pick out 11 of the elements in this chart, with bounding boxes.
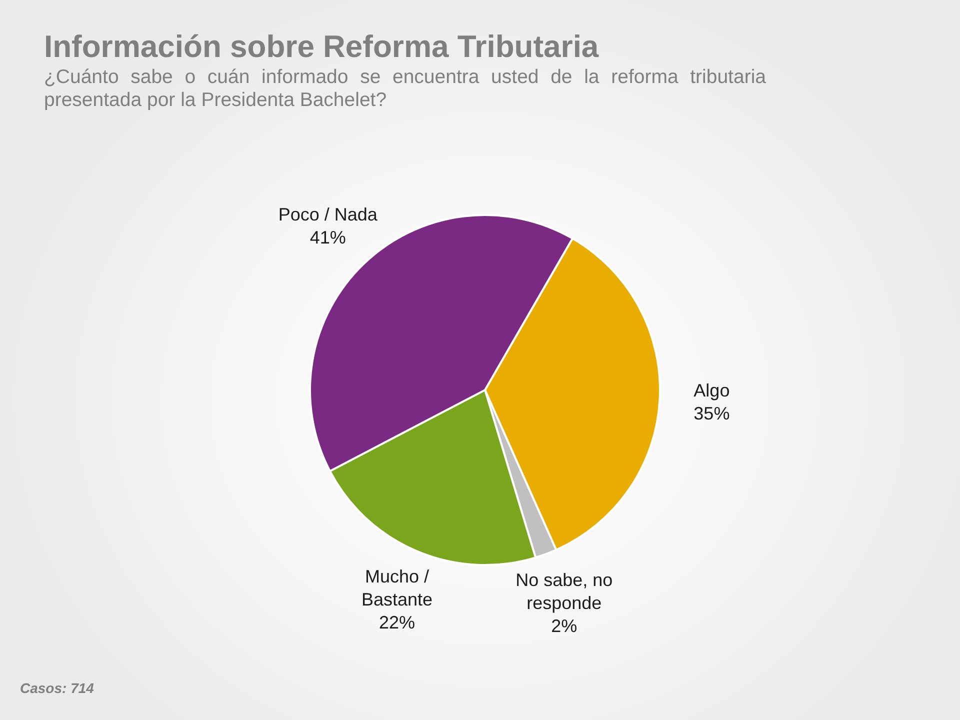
chart-title: Información sobre Reforma Tributaria <box>44 29 599 65</box>
chart-subtitle: ¿Cuánto sabe o cuán informado se encuentra usted de la reforma tributaria presentada por la Presidenta Bachelet? <box>44 66 766 112</box>
data-label: 35% <box>694 403 730 424</box>
slice-label: Poco / Nada <box>278 204 378 225</box>
slice-label: No sabe, no responde <box>516 570 613 613</box>
data-label: 2% <box>551 616 578 636</box>
slice-label: Mucho / Bastante <box>362 566 433 610</box>
text: Casos: 714 <box>20 680 94 696</box>
data-label: 41% <box>310 228 346 248</box>
slice-label: Algo <box>694 380 730 400</box>
data-label: 22% <box>379 612 416 632</box>
